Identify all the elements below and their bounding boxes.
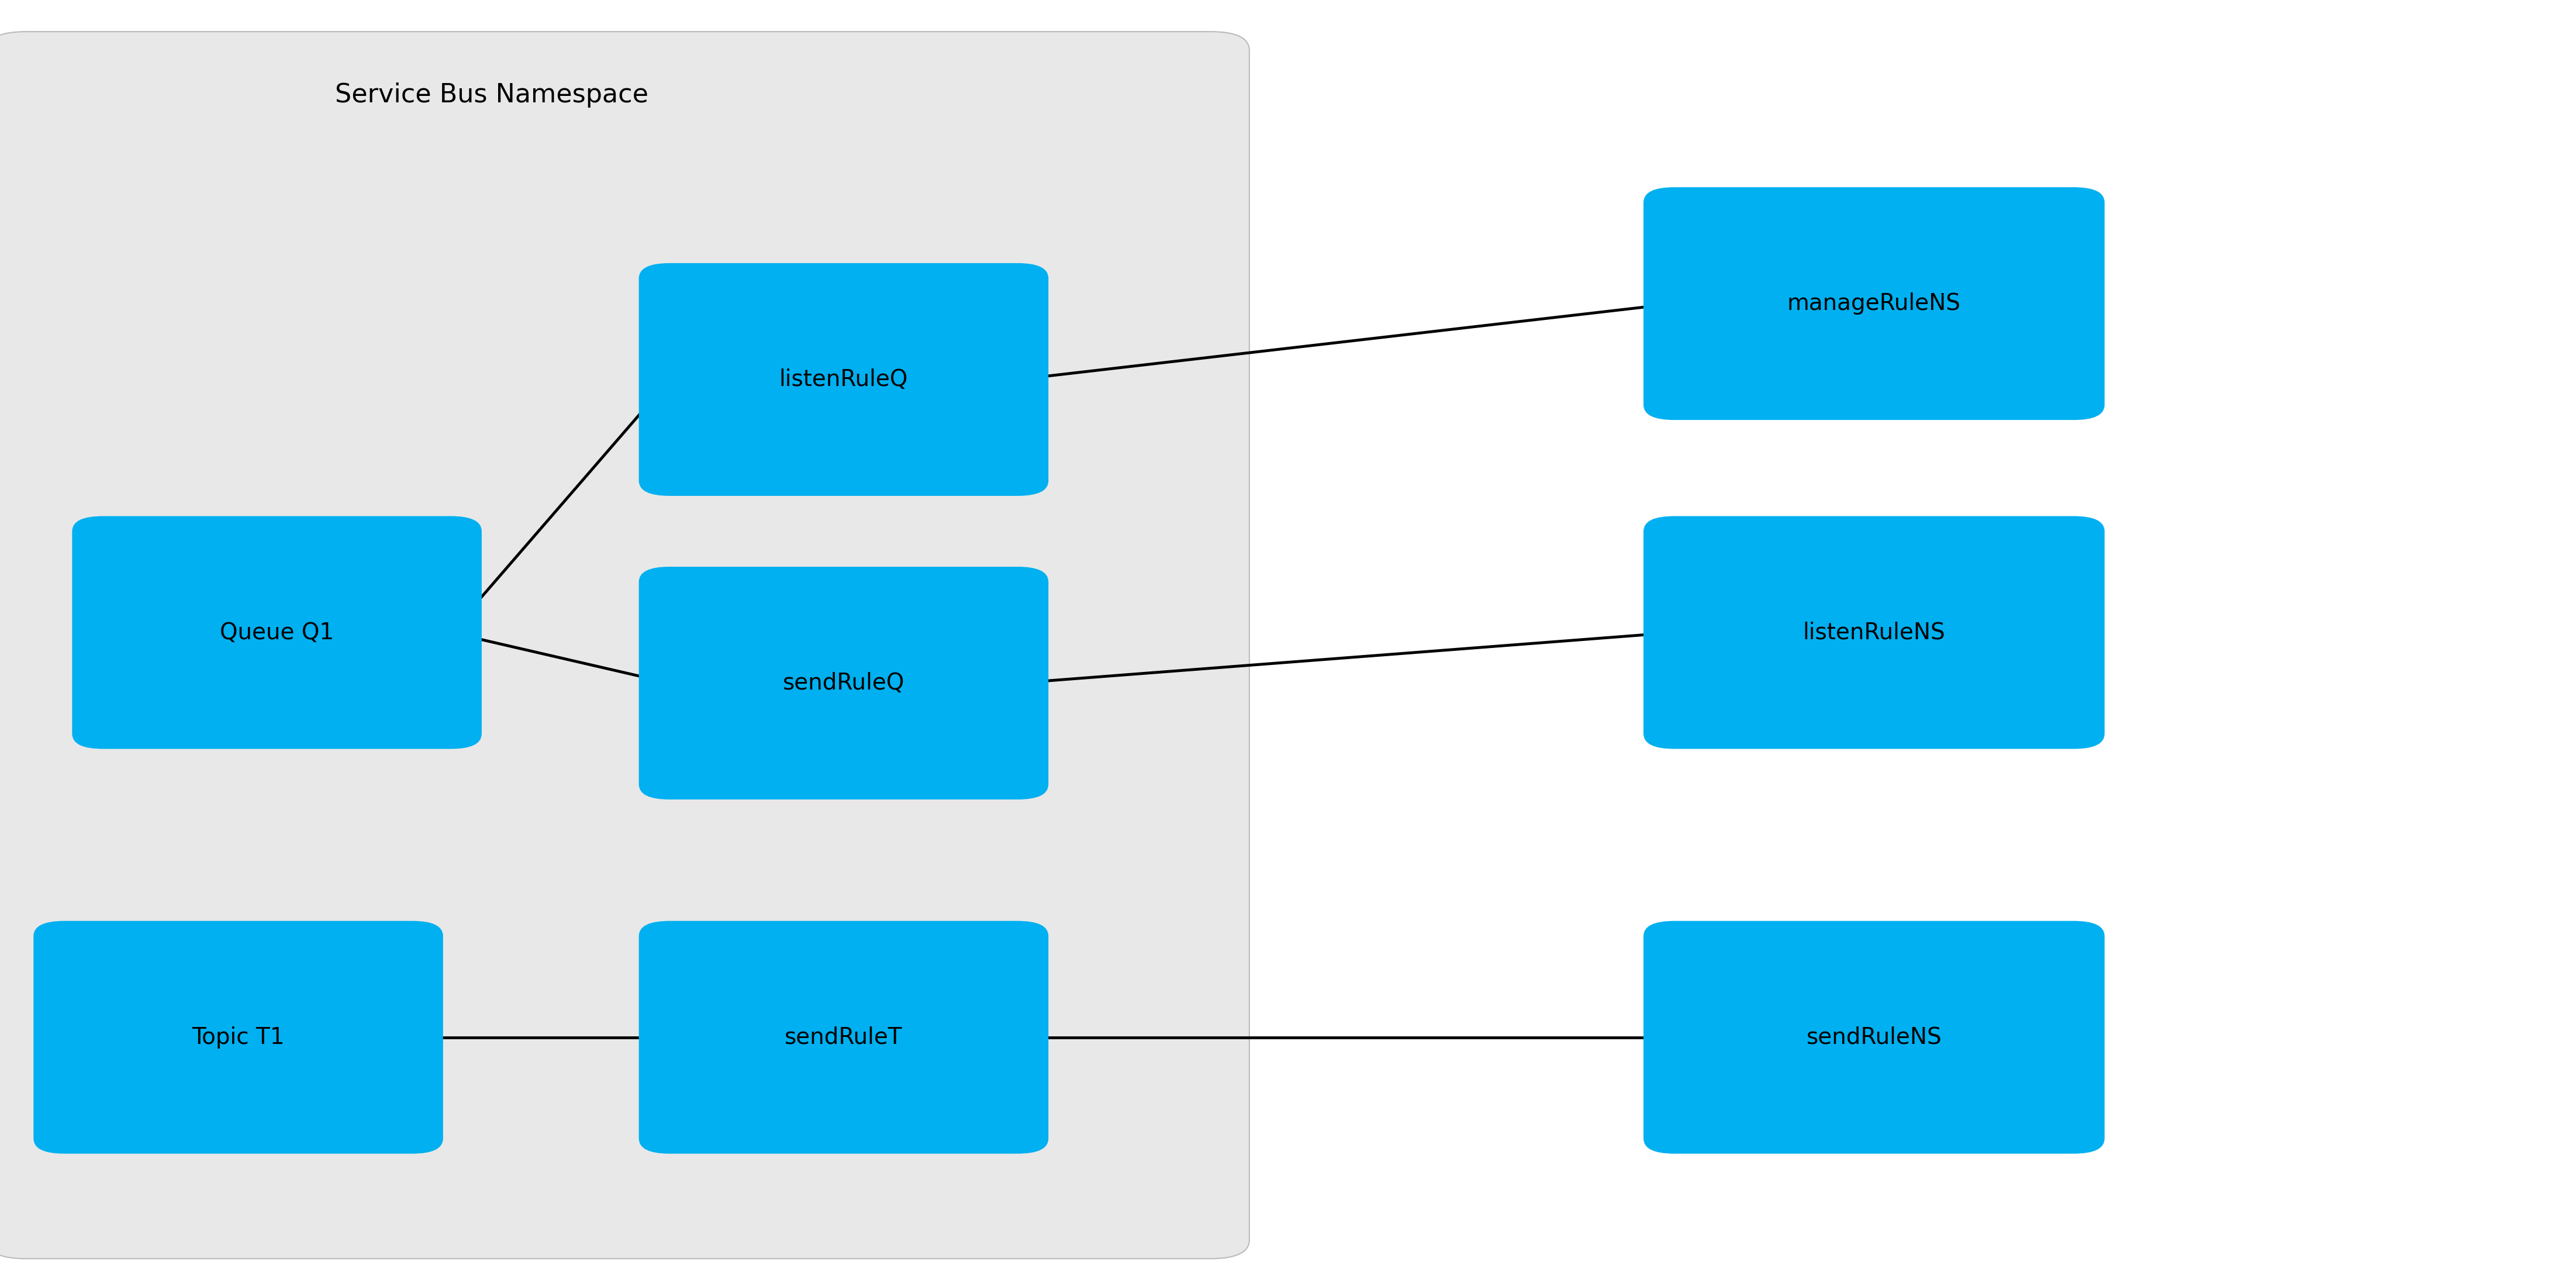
- FancyBboxPatch shape: [639, 567, 1048, 799]
- Text: sendRuleT: sendRuleT: [786, 1026, 902, 1049]
- Text: listenRuleNS: listenRuleNS: [1803, 621, 1945, 644]
- FancyBboxPatch shape: [639, 263, 1048, 496]
- FancyBboxPatch shape: [33, 921, 443, 1154]
- FancyBboxPatch shape: [72, 516, 482, 749]
- Text: sendRuleQ: sendRuleQ: [783, 672, 904, 694]
- FancyBboxPatch shape: [1643, 921, 2105, 1154]
- FancyBboxPatch shape: [1643, 516, 2105, 749]
- Text: Queue Q1: Queue Q1: [219, 621, 335, 644]
- FancyBboxPatch shape: [0, 32, 1249, 1259]
- FancyBboxPatch shape: [639, 921, 1048, 1154]
- Text: listenRuleQ: listenRuleQ: [778, 368, 909, 391]
- Text: manageRuleNS: manageRuleNS: [1788, 292, 1960, 315]
- Text: sendRuleNS: sendRuleNS: [1806, 1026, 1942, 1049]
- Text: Service Bus Namespace: Service Bus Namespace: [335, 82, 649, 108]
- FancyBboxPatch shape: [1643, 187, 2105, 420]
- Text: Topic T1: Topic T1: [191, 1026, 286, 1049]
